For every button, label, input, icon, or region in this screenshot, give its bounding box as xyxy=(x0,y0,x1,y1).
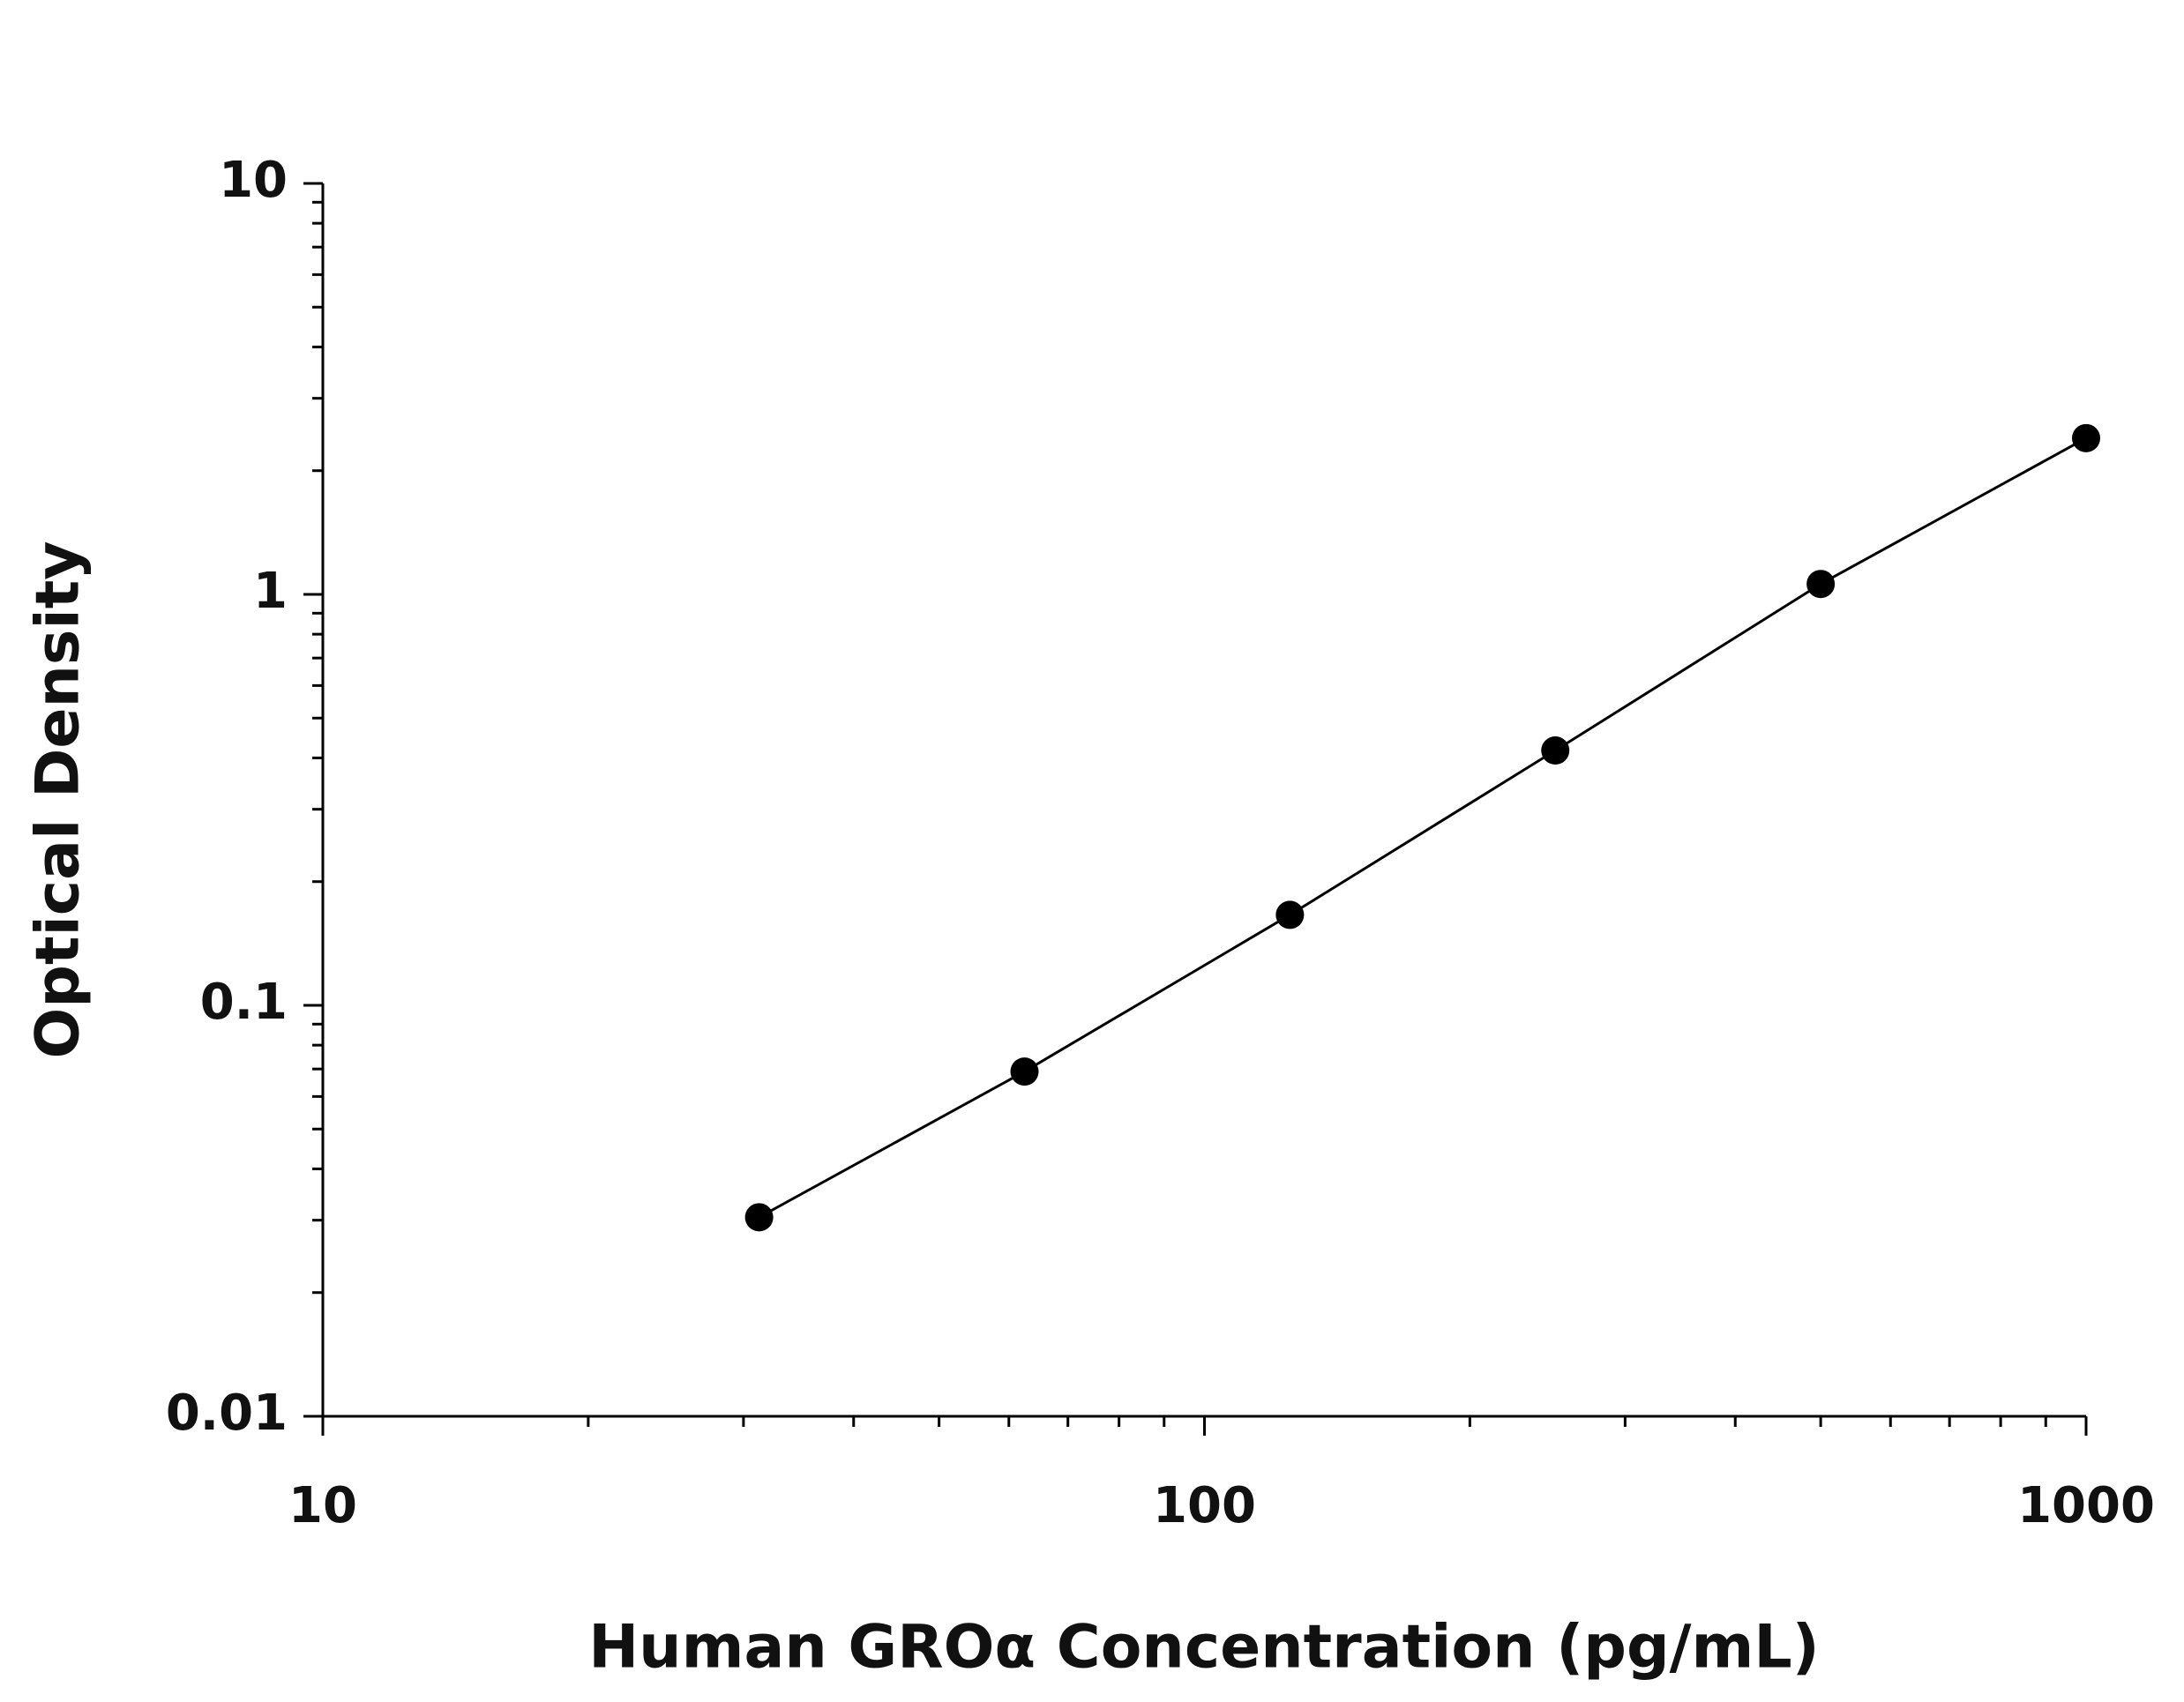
y-tick-label: 0.01 xyxy=(166,1385,288,1442)
point xyxy=(2072,423,2100,452)
y-tick-label: 10 xyxy=(219,152,288,209)
y-axis-title: Optical Density xyxy=(24,541,93,1058)
point xyxy=(1275,900,1305,929)
point xyxy=(1010,1057,1039,1086)
point xyxy=(1541,736,1570,765)
y-tick-label: 1 xyxy=(253,563,288,620)
point xyxy=(744,1203,774,1232)
x-tick-label: 100 xyxy=(1153,1477,1256,1534)
x-tick-label: 10 xyxy=(288,1477,357,1534)
x-axis-title: Human GROα Concentration (pg/mL) xyxy=(588,1613,1819,1683)
point xyxy=(1806,570,1836,599)
series-line xyxy=(758,437,2087,1219)
x-tick-label: 1000 xyxy=(2017,1477,2155,1534)
y-tick-label: 0.1 xyxy=(200,974,288,1031)
